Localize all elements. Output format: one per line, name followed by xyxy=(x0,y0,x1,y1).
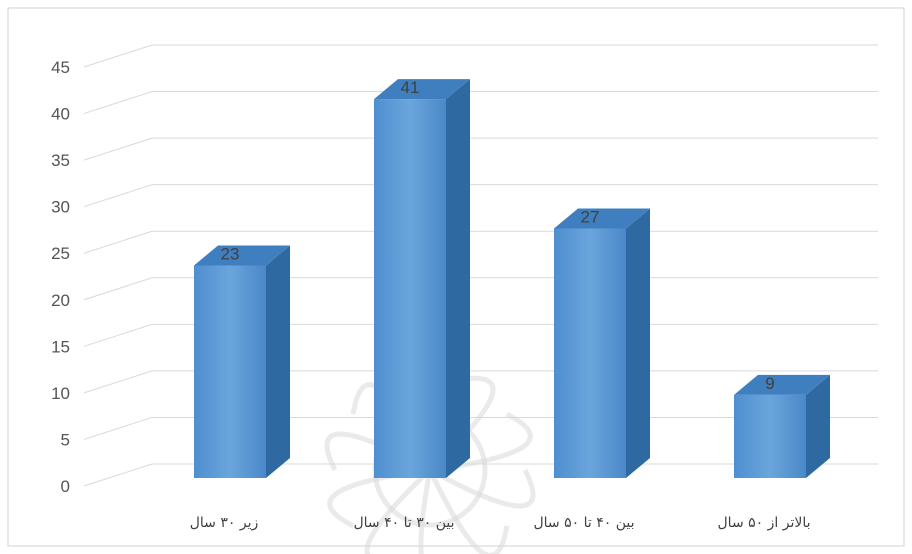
bar xyxy=(374,99,446,478)
gridline-depth xyxy=(83,323,153,347)
bar xyxy=(194,265,266,478)
y-tick-label: 5 xyxy=(61,430,70,449)
category-label: بین ۳۰ تا ۴۰ سال xyxy=(353,515,454,531)
bar-side xyxy=(806,374,830,478)
gridline-depth xyxy=(83,184,153,208)
y-tick-label: 25 xyxy=(51,244,70,263)
y-tick-label: 40 xyxy=(51,105,70,124)
watermark-stroke xyxy=(428,467,536,509)
gridline-depth xyxy=(83,463,153,487)
y-tick-label: 45 xyxy=(51,58,70,77)
data-label: 23 xyxy=(221,244,240,263)
y-tick-label: 15 xyxy=(51,337,70,356)
data-label: 41 xyxy=(401,78,420,97)
watermark-stroke xyxy=(364,468,432,554)
watermark-stroke xyxy=(418,469,433,554)
gridline-depth xyxy=(83,416,153,440)
category-label: بین ۴۰ تا ۵۰ سال xyxy=(533,515,634,531)
bar xyxy=(554,228,626,478)
y-tick-label: 0 xyxy=(61,477,70,496)
bar-top xyxy=(554,208,650,229)
gridline-depth xyxy=(83,277,153,301)
data-label: 9 xyxy=(765,374,774,393)
category-label: زیر ۳۰ سال xyxy=(190,515,259,531)
y-tick-label: 20 xyxy=(51,291,70,310)
bar-side xyxy=(266,245,290,478)
gridline-depth xyxy=(83,137,153,161)
y-tick-label: 30 xyxy=(51,198,70,217)
bar-top xyxy=(194,245,290,266)
gridline-depth xyxy=(83,230,153,254)
labels: 0 5 10 15 20 25 30 35 40 45 23 زیر ۳۰ سال 41 بین ۳۰ ت… xyxy=(51,58,810,531)
watermark-stroke xyxy=(429,411,533,473)
y-tick-label: 35 xyxy=(51,151,70,170)
gridline-depth xyxy=(83,91,153,115)
watermark-stroke xyxy=(427,468,510,554)
bar-side xyxy=(626,208,650,478)
gridline-depth xyxy=(83,370,153,394)
chart-border xyxy=(7,7,905,547)
bars xyxy=(194,79,830,478)
data-label: 27 xyxy=(581,207,600,226)
category-label: بالاتر از ۵۰ سال xyxy=(718,515,811,531)
bar-side xyxy=(446,79,470,478)
bar-top xyxy=(374,79,470,100)
bar-top xyxy=(734,374,830,395)
bar xyxy=(734,394,806,478)
y-tick-label: 10 xyxy=(51,384,70,403)
gridline-depth xyxy=(83,44,153,68)
